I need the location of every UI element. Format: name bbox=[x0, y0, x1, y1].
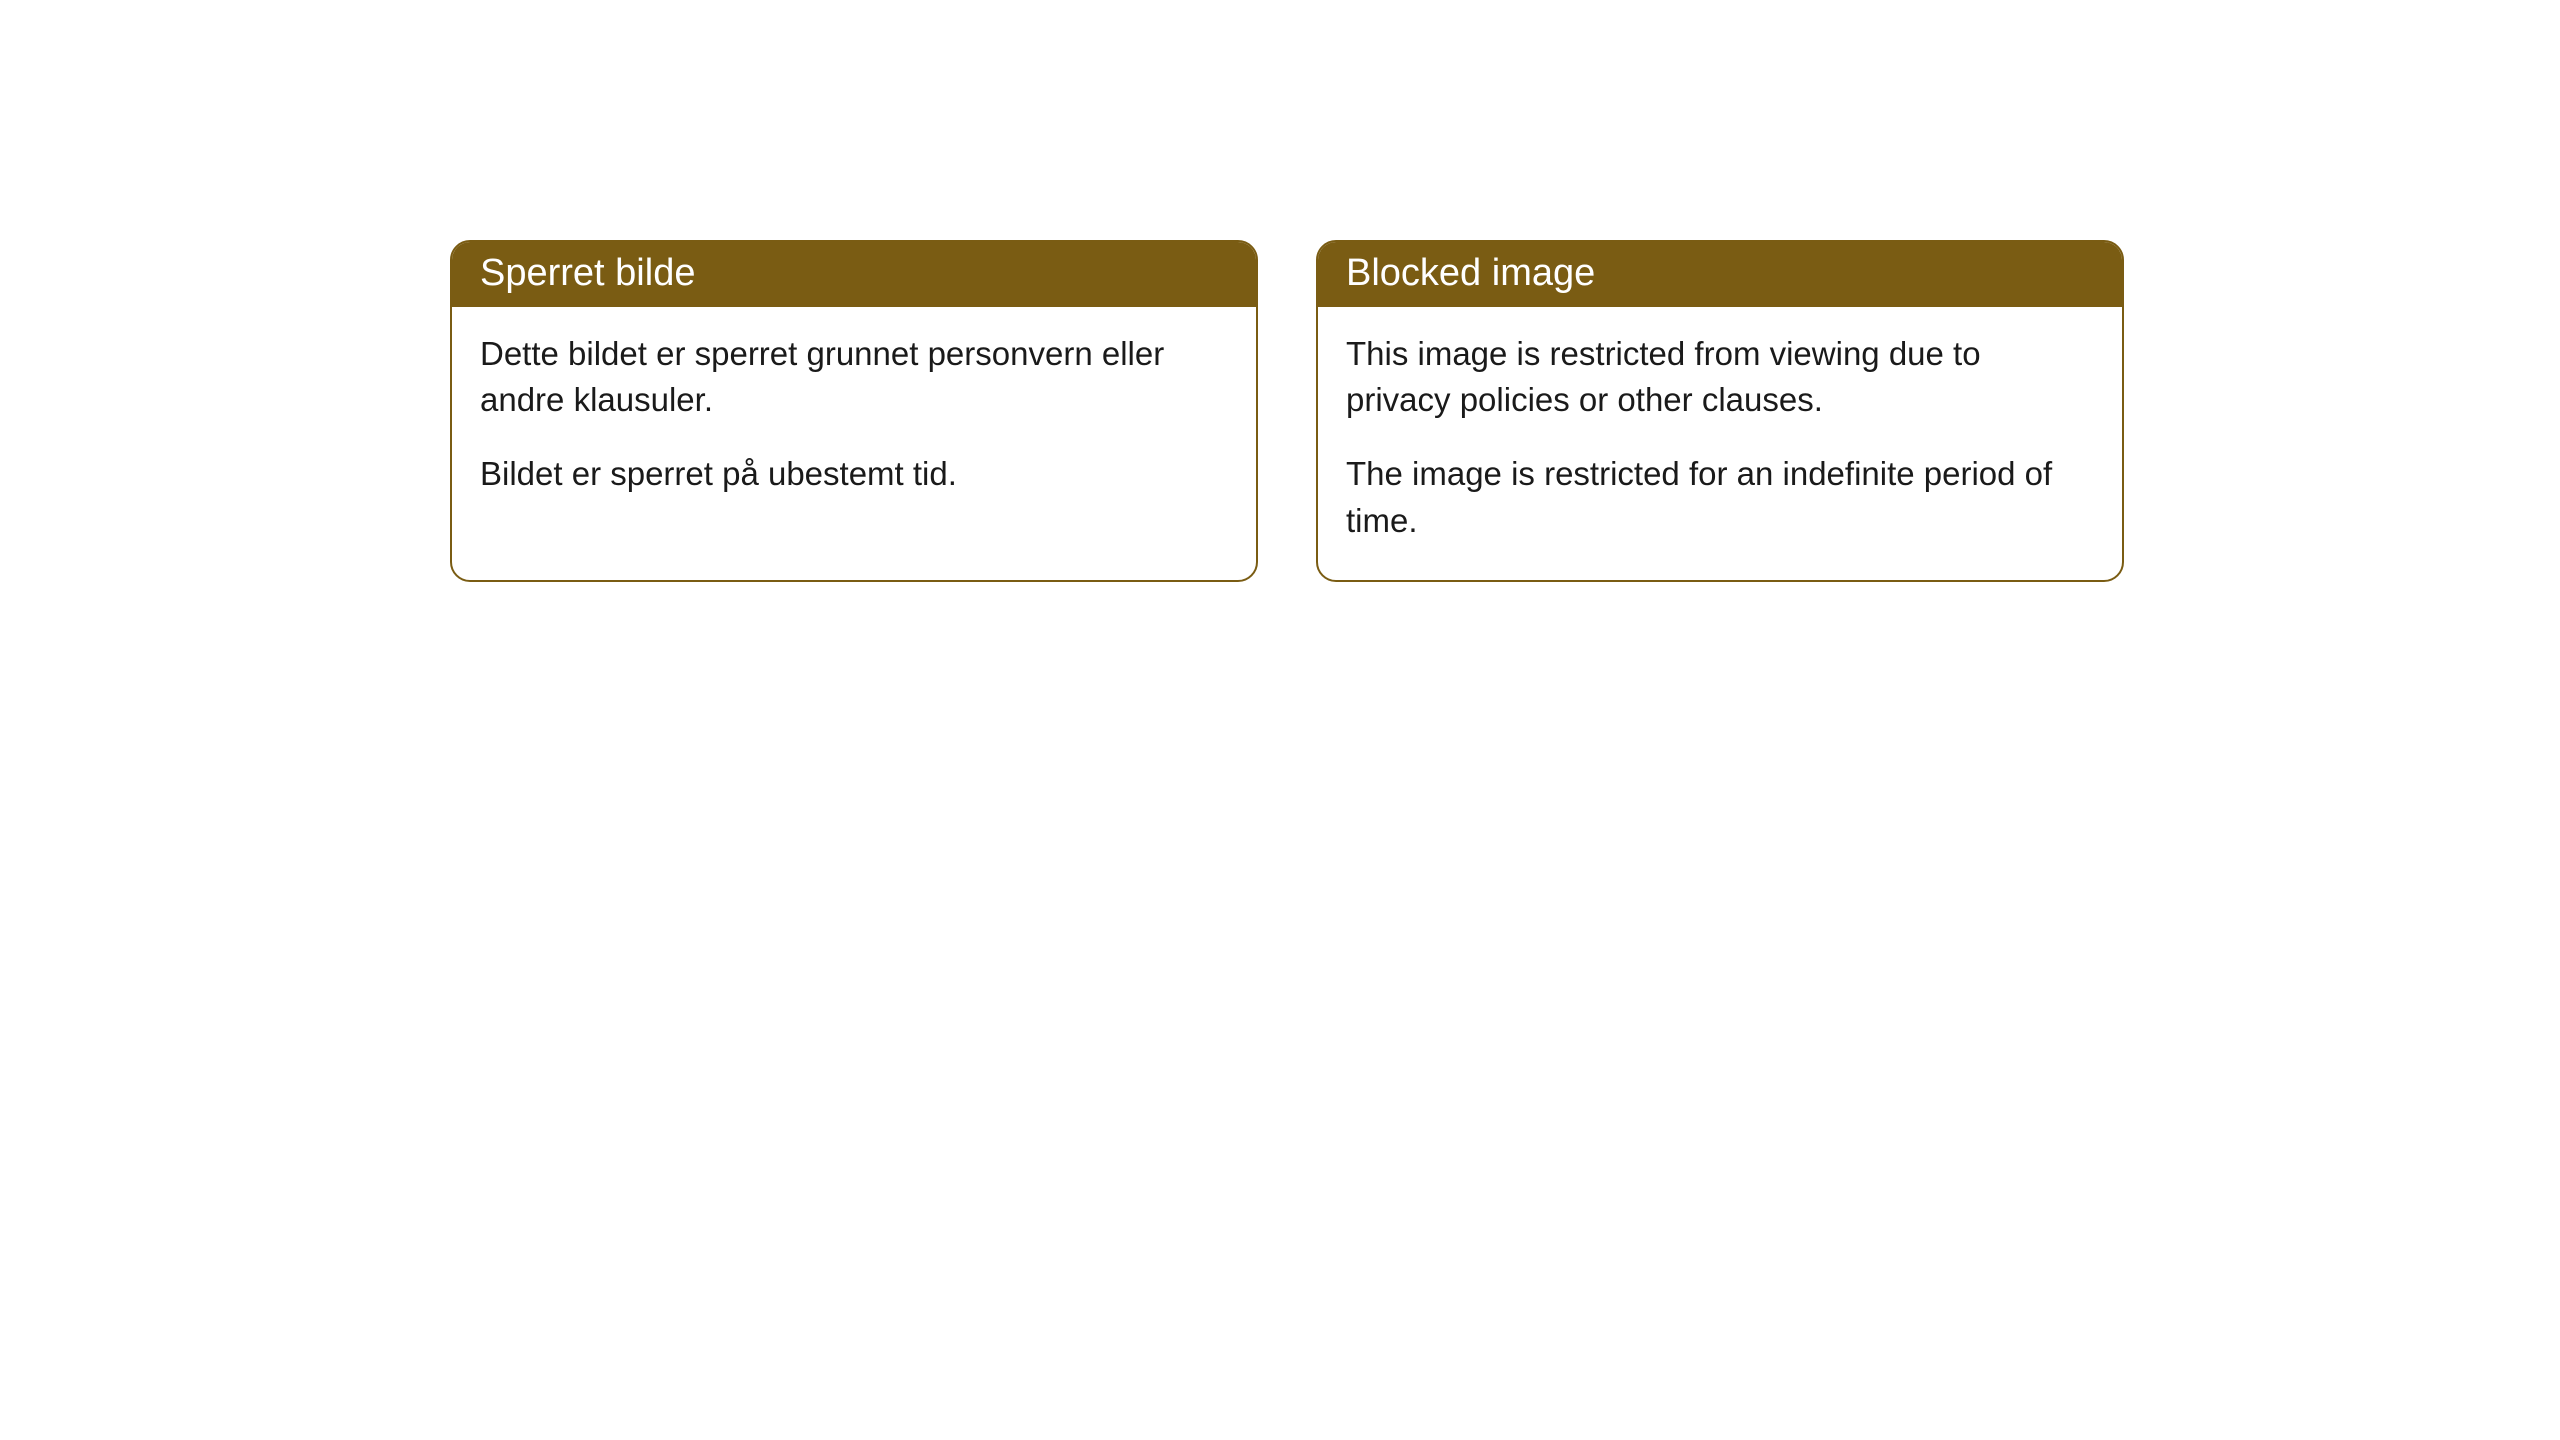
cards-container: Sperret bilde Dette bildet er sperret gr… bbox=[450, 240, 2124, 582]
card-header: Blocked image bbox=[1318, 242, 2122, 307]
card-paragraph: Dette bildet er sperret grunnet personve… bbox=[480, 331, 1228, 423]
card-paragraph: This image is restricted from viewing du… bbox=[1346, 331, 2094, 423]
blocked-image-card-english: Blocked image This image is restricted f… bbox=[1316, 240, 2124, 582]
card-paragraph: The image is restricted for an indefinit… bbox=[1346, 451, 2094, 543]
card-body: This image is restricted from viewing du… bbox=[1318, 307, 2122, 580]
card-header: Sperret bilde bbox=[452, 242, 1256, 307]
card-title: Blocked image bbox=[1346, 252, 1595, 294]
card-paragraph: Bildet er sperret på ubestemt tid. bbox=[480, 451, 1228, 497]
card-title: Sperret bilde bbox=[480, 252, 695, 294]
blocked-image-card-norwegian: Sperret bilde Dette bildet er sperret gr… bbox=[450, 240, 1258, 582]
card-body: Dette bildet er sperret grunnet personve… bbox=[452, 307, 1256, 534]
